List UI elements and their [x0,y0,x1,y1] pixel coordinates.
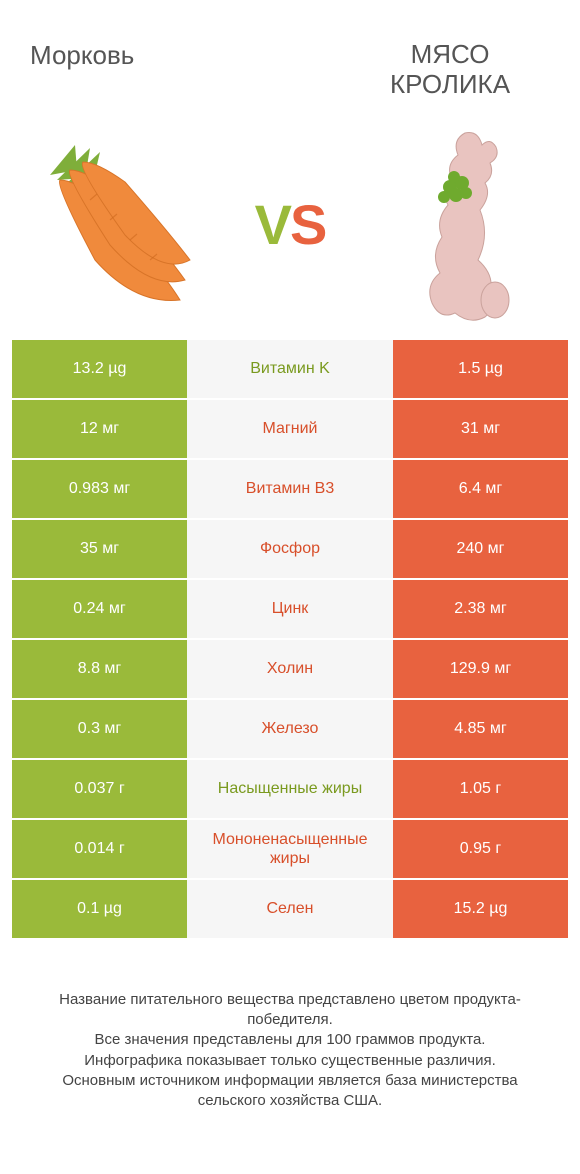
right-value-cell: 4.85 мг [393,700,568,758]
footer-line-1: Название питательного вещества представл… [30,990,550,1031]
left-food-title: Морковь [30,40,230,71]
nutrient-label-cell: Насыщенные жиры [187,760,393,818]
table-row: 0.014 гМононенасыщенные жиры0.95 г [12,820,568,878]
images-row: VS [0,110,580,340]
left-value-cell: 0.983 мг [12,460,187,518]
left-value-cell: 12 мг [12,400,187,458]
table-row: 13.2 µgВитамин K1.5 µg [12,340,568,398]
vs-v: V [255,193,290,256]
right-value-cell: 1.05 г [393,760,568,818]
table-row: 8.8 мгХолин129.9 мг [12,640,568,698]
right-value-cell: 129.9 мг [393,640,568,698]
vs-label: VS [255,192,326,257]
footer-notes: Название питательного вещества представл… [0,940,580,1132]
left-value-cell: 0.24 мг [12,580,187,638]
footer-line-3: Инфографика показывает только существенн… [30,1051,550,1071]
right-value-cell: 1.5 µg [393,340,568,398]
table-row: 35 мгФосфор240 мг [12,520,568,578]
vs-s: S [290,193,325,256]
right-value-cell: 15.2 µg [393,880,568,938]
table-row: 12 мгМагний31 мг [12,400,568,458]
right-value-cell: 240 мг [393,520,568,578]
footer-line-2: Все значения представлены для 100 граммо… [30,1030,550,1050]
left-value-cell: 0.014 г [12,820,187,878]
footer-line-4: Основным источником информации является … [30,1071,550,1112]
nutrient-label-cell: Цинк [187,580,393,638]
comparison-table: 13.2 µgВитамин K1.5 µg12 мгМагний31 мг0.… [0,340,580,938]
left-value-cell: 0.037 г [12,760,187,818]
right-value-cell: 31 мг [393,400,568,458]
nutrient-label-cell: Витамин K [187,340,393,398]
table-row: 0.3 мгЖелезо4.85 мг [12,700,568,758]
right-value-cell: 0.95 г [393,820,568,878]
carrot-icon [35,140,195,310]
nutrient-label-cell: Магний [187,400,393,458]
left-value-cell: 0.3 мг [12,700,187,758]
right-value-cell: 2.38 мг [393,580,568,638]
left-value-cell: 8.8 мг [12,640,187,698]
carrot-image [30,130,200,320]
nutrient-label-cell: Железо [187,700,393,758]
nutrient-label-cell: Холин [187,640,393,698]
table-row: 0.24 мгЦинк2.38 мг [12,580,568,638]
nutrient-label-cell: Мононенасыщенные жиры [187,820,393,878]
left-value-cell: 13.2 µg [12,340,187,398]
right-food-title: МЯСО КРОЛИКА [350,40,550,100]
table-row: 0.037 гНасыщенные жиры1.05 г [12,760,568,818]
nutrient-label-cell: Витамин B3 [187,460,393,518]
rabbit-meat-icon [400,125,530,325]
left-value-cell: 35 мг [12,520,187,578]
table-row: 0.1 µgСелен15.2 µg [12,880,568,938]
header-row: Морковь МЯСО КРОЛИКА [0,0,580,110]
rabbit-meat-image [380,130,550,320]
nutrient-label-cell: Селен [187,880,393,938]
left-value-cell: 0.1 µg [12,880,187,938]
table-row: 0.983 мгВитамин B36.4 мг [12,460,568,518]
nutrient-label-cell: Фосфор [187,520,393,578]
right-value-cell: 6.4 мг [393,460,568,518]
